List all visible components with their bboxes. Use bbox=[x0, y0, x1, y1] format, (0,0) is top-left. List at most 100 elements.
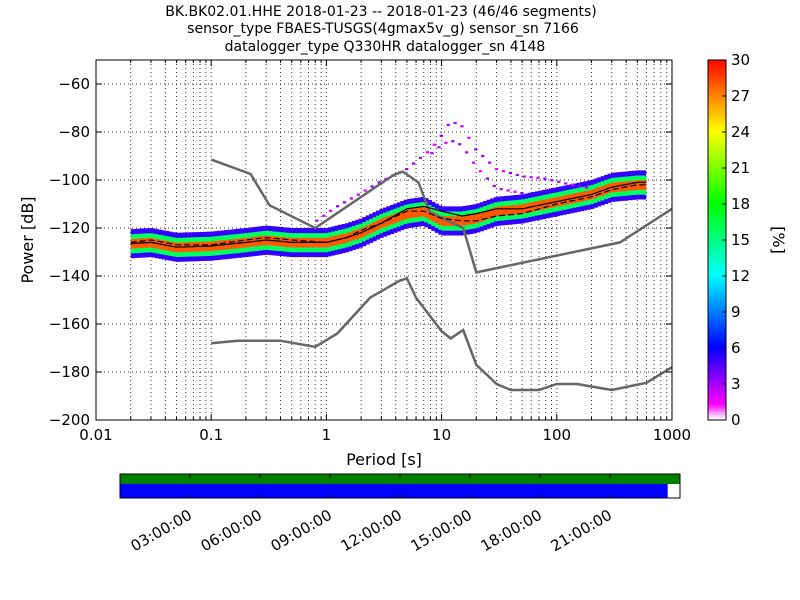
density-cell bbox=[524, 212, 529, 218]
density-cell bbox=[130, 229, 135, 235]
density-cell bbox=[251, 236, 256, 242]
density-cell bbox=[199, 255, 204, 262]
density-cell bbox=[351, 225, 356, 231]
colorbar-segment bbox=[708, 93, 726, 97]
density-cell bbox=[213, 231, 218, 237]
colorbar-segment bbox=[708, 135, 726, 139]
density-cell bbox=[583, 186, 588, 192]
density-cell bbox=[217, 250, 222, 256]
density-cell bbox=[427, 223, 432, 230]
density-cell bbox=[425, 151, 430, 154]
density-cell bbox=[396, 221, 401, 227]
density-cell bbox=[427, 214, 432, 220]
density-cell bbox=[521, 208, 526, 214]
density-cell bbox=[237, 228, 242, 234]
density-cell bbox=[282, 241, 287, 247]
density-cell bbox=[334, 235, 339, 241]
x-axis-label: Period [s] bbox=[346, 450, 422, 469]
density-cell bbox=[189, 256, 194, 262]
density-cell bbox=[593, 183, 598, 189]
density-cell bbox=[472, 228, 477, 234]
density-cell bbox=[472, 213, 477, 219]
time-tick-label: 21:00:00 bbox=[548, 506, 615, 555]
density-cell bbox=[393, 218, 398, 224]
density-cell bbox=[631, 185, 636, 191]
density-cell bbox=[548, 193, 553, 199]
density-cell bbox=[579, 201, 585, 207]
density-cell bbox=[320, 228, 325, 234]
density-cell bbox=[210, 241, 215, 247]
density-cell bbox=[161, 239, 166, 246]
colorbar-segment bbox=[708, 105, 726, 109]
density-cell bbox=[217, 230, 222, 236]
density-cell bbox=[600, 180, 605, 187]
density-cell bbox=[521, 194, 526, 200]
density-cell bbox=[386, 211, 391, 217]
density-cell bbox=[365, 225, 370, 231]
density-cell bbox=[168, 250, 173, 256]
density-cell bbox=[414, 197, 419, 204]
colorbar-segment bbox=[708, 60, 726, 64]
y-tick-label: −80 bbox=[58, 123, 90, 141]
density-cell bbox=[342, 201, 347, 204]
density-cell bbox=[486, 218, 491, 225]
colorbar-segment bbox=[708, 387, 726, 391]
colorbar-segment bbox=[708, 117, 726, 121]
density-cell bbox=[341, 248, 346, 254]
colorbar-segment bbox=[708, 132, 726, 136]
density-cell bbox=[213, 240, 218, 246]
density-cell bbox=[334, 240, 339, 246]
density-cell bbox=[562, 190, 567, 196]
density-cell bbox=[559, 210, 564, 216]
colorbar-segment bbox=[708, 336, 726, 340]
density-cell bbox=[545, 213, 550, 219]
density-cell bbox=[165, 235, 170, 241]
density-cell bbox=[369, 213, 374, 219]
colorbar-segment bbox=[708, 246, 726, 250]
density-cell bbox=[538, 195, 543, 201]
density-cell bbox=[476, 208, 481, 214]
density-cell bbox=[306, 228, 311, 234]
density-cell bbox=[590, 184, 595, 190]
density-cell bbox=[168, 246, 173, 252]
density-cell bbox=[517, 194, 522, 200]
density-cell bbox=[607, 178, 612, 184]
density-cell bbox=[324, 242, 329, 248]
density-cell bbox=[172, 241, 177, 248]
density-cell bbox=[272, 226, 277, 232]
density-cell bbox=[369, 228, 374, 234]
density-cell bbox=[410, 222, 415, 228]
density-cell bbox=[410, 203, 415, 209]
density-cell bbox=[158, 229, 163, 235]
density-cell bbox=[497, 215, 502, 221]
density-cell bbox=[524, 217, 529, 223]
density-cell bbox=[147, 228, 153, 234]
density-cell bbox=[338, 248, 343, 254]
density-cell bbox=[379, 208, 384, 214]
colorbar-tick-label: 18 bbox=[731, 195, 750, 213]
density-cell bbox=[161, 244, 166, 250]
density-cell bbox=[179, 237, 184, 243]
density-cell bbox=[147, 232, 153, 238]
density-cell bbox=[444, 141, 448, 144]
density-cell bbox=[151, 242, 156, 248]
density-cell bbox=[151, 247, 156, 253]
density-cell bbox=[272, 240, 277, 246]
colorbar-segment bbox=[708, 414, 726, 418]
density-cell bbox=[255, 226, 260, 232]
density-cell bbox=[258, 231, 263, 237]
density-cell bbox=[570, 183, 575, 186]
density-cell bbox=[507, 214, 512, 220]
density-cell bbox=[543, 177, 547, 180]
colorbar-segment bbox=[708, 87, 726, 91]
density-cell bbox=[300, 228, 305, 234]
density-cell bbox=[137, 247, 142, 253]
density-cell bbox=[355, 219, 360, 225]
density-cell bbox=[562, 195, 567, 201]
colorbar-segment bbox=[708, 360, 726, 364]
density-cell bbox=[550, 179, 554, 182]
density-cell bbox=[469, 204, 474, 210]
density-cell bbox=[206, 250, 211, 256]
colorbar-segment bbox=[708, 66, 726, 70]
colorbar-tick-label: 12 bbox=[731, 267, 750, 285]
